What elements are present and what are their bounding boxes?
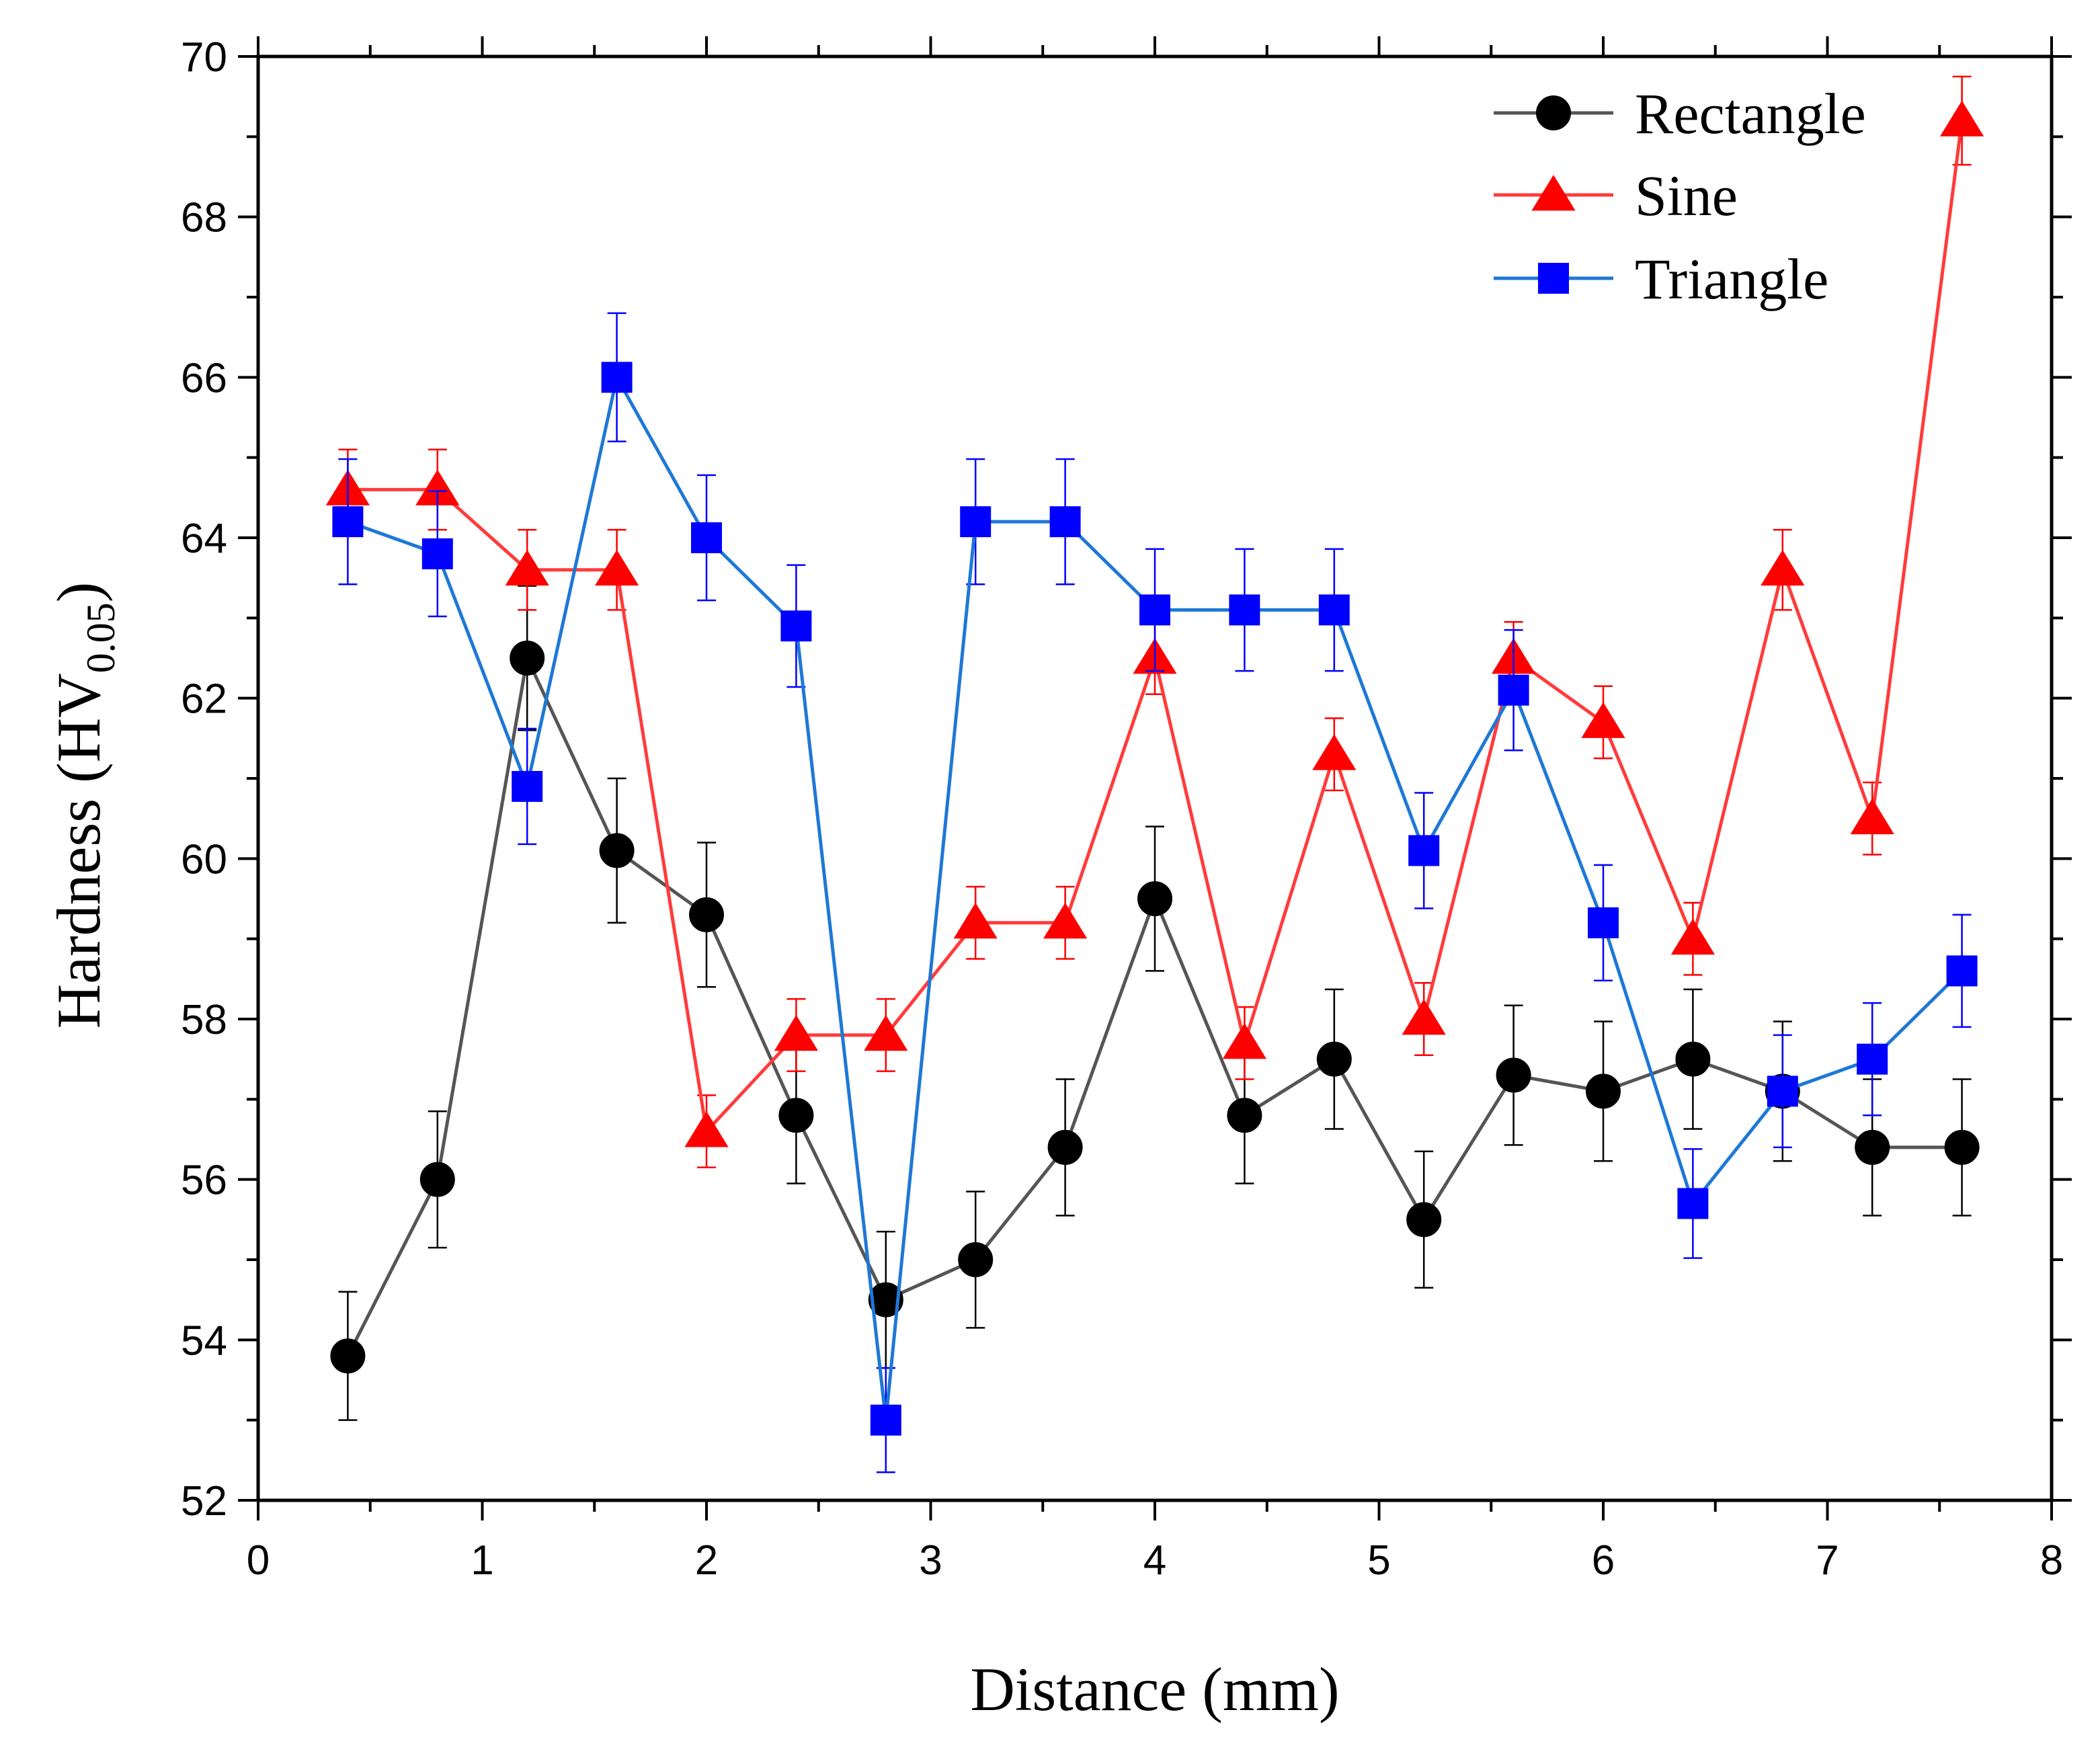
data-point [864,1014,908,1051]
data-point [1496,1057,1531,1093]
data-point [1229,594,1260,626]
y-axis-title-suffix: ) [44,582,113,603]
series-triangle [332,312,1978,1473]
data-point [868,1282,903,1317]
data-point [1675,1041,1711,1077]
legend: Rectangle Sine Triangle [1494,81,1866,311]
x-tick-label: 5 [1367,1537,1390,1584]
series-rectangle [330,585,1980,1421]
y-tick-label: 60 [181,836,227,883]
data-point [1137,881,1172,916]
data-point [1767,1076,1798,1107]
data-point [1406,1202,1442,1237]
y-tick-label: 56 [181,1158,227,1204]
x-tick-label: 8 [2040,1537,2063,1584]
data-point [1049,506,1081,538]
data-point [1761,549,1805,586]
legend-label: Triangle [1635,247,1828,311]
data-point [774,1014,818,1051]
data-point [1043,902,1088,939]
data-point [1047,1129,1083,1165]
data-point [601,362,633,393]
data-point [689,897,724,932]
x-tick-label: 6 [1592,1537,1615,1584]
legend-label: Rectangle [1635,81,1866,146]
data-point [1855,1129,1890,1165]
y-tick-label: 68 [181,195,227,241]
legend-label: Sine [1635,163,1738,228]
data-point [1222,1022,1266,1059]
data-point [1588,907,1619,938]
data-point [505,549,549,586]
x-tick-label: 0 [247,1537,270,1584]
data-point [1312,734,1357,770]
legend-marker [1531,175,1576,211]
data-point [1139,594,1170,626]
y-tick-label: 70 [181,34,227,81]
data-point [421,538,453,569]
data-point [1850,798,1894,835]
data-point [1498,674,1529,706]
data-point [1670,918,1715,955]
data-point [1586,1073,1621,1109]
data-point [1857,1043,1888,1075]
data-point [1944,1129,1980,1165]
data-point [1316,1041,1352,1077]
data-point [1940,100,1984,136]
data-point [332,506,364,538]
y-tick-label: 62 [181,676,227,723]
x-tick-label: 3 [919,1537,942,1584]
data-point [870,1404,901,1436]
legend-marker [1536,95,1571,130]
x-tick-label: 1 [471,1537,493,1584]
data-point [778,1098,814,1133]
y-axis-title: Hardness (HV0.05) [44,582,123,1029]
data-point [599,833,635,868]
data-point [510,641,545,676]
data-point [691,522,722,553]
data-point [953,902,998,939]
y-tick-label: 54 [181,1317,227,1364]
data-point [1227,1098,1262,1133]
y-axis-title-main: Hardness (HV [44,673,113,1028]
data-point [780,610,812,642]
data-point [419,1162,455,1197]
data-point [1677,1188,1709,1219]
data-point [958,1242,994,1277]
data-point [1408,835,1440,866]
data-point [684,1111,729,1147]
y-tick-label: 58 [181,997,227,1043]
data-point [1402,999,1446,1035]
x-tick-label: 7 [1816,1537,1839,1584]
y-tick-label: 52 [181,1478,227,1525]
legend-marker [1538,263,1569,294]
plot-layer: 0 1 2 3 4 5 6 7 852545658606264666870RectangleSi… [181,34,2072,1584]
data-point [1318,594,1350,626]
data-point [330,1338,366,1374]
x-tick-label: 4 [1143,1537,1166,1584]
x-axis-title: Distance (mm) [970,1655,1339,1723]
data-point [1946,955,1978,987]
y-tick-label: 66 [181,355,227,401]
y-axis-title-subscript: 0.05 [79,602,123,673]
data-point [512,770,543,802]
series-line [346,652,1962,1357]
data-point [960,506,992,538]
x-tick-label: 2 [695,1537,718,1584]
data-point [595,549,639,586]
data-point [1581,702,1625,738]
y-tick-label: 64 [181,516,227,562]
